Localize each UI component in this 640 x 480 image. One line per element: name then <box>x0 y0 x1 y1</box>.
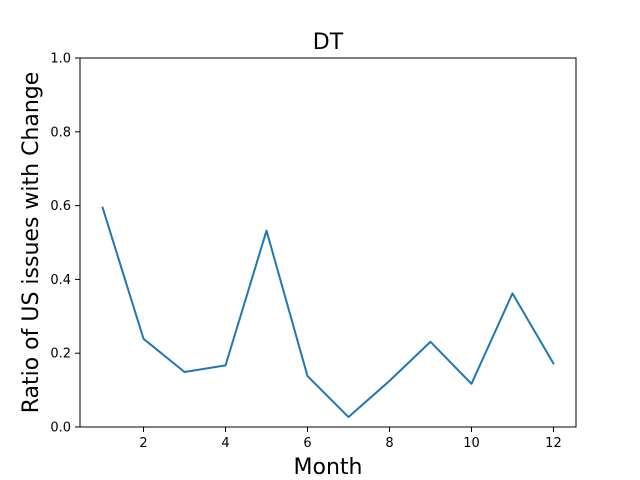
y-axis-label: Ratio of US issues with Change <box>19 72 44 414</box>
x-axis-label: Month <box>294 455 363 480</box>
y-tick-label: 0.2 <box>50 347 71 362</box>
y-tick-label: 0.6 <box>50 199 71 214</box>
x-tick-label: 2 <box>139 436 147 451</box>
series-layer <box>101 206 555 419</box>
x-tick-label: 10 <box>463 436 480 451</box>
plot-frame <box>79 57 577 428</box>
y-tick-label: 0.4 <box>50 273 71 288</box>
x-tick-label: 8 <box>385 436 393 451</box>
y-tick-label: 0.0 <box>50 421 71 436</box>
y-axis-ticks: 0.0 0.2 0.4 0.6 0.8 1.0 <box>50 52 80 436</box>
x-tick-label: 12 <box>545 436 562 451</box>
x-axis-ticks: 2 4 6 8 10 12 <box>139 427 562 451</box>
x-tick-label: 6 <box>303 436 311 451</box>
x-tick-label: 4 <box>221 436 229 451</box>
y-tick-label: 1.0 <box>50 52 71 67</box>
series-line <box>101 206 555 419</box>
chart-title: DT <box>313 30 344 55</box>
y-tick-label: 0.8 <box>50 125 71 140</box>
